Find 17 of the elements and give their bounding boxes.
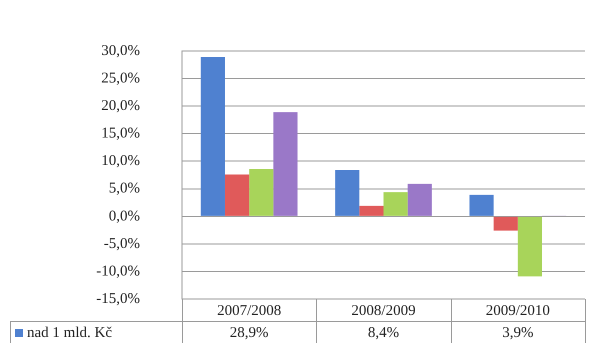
y-tick-label: -5,0% bbox=[104, 236, 140, 252]
x-tick-label: 2007/2008 bbox=[217, 302, 282, 319]
data-label: 8,4% bbox=[368, 324, 400, 341]
data-label: 3,9% bbox=[502, 324, 534, 341]
y-tick-label: 25,0% bbox=[101, 70, 140, 86]
y-tick-label: 10,0% bbox=[101, 153, 140, 170]
data-label: 28,9% bbox=[230, 324, 269, 341]
x-tick-label: 2009/2010 bbox=[486, 302, 550, 319]
y-tick-label: -15,0% bbox=[96, 290, 140, 307]
y-tick-label: 0,0% bbox=[108, 208, 140, 224]
y-tick-label: 30,0% bbox=[101, 42, 140, 59]
y-tick-label: 20,0% bbox=[101, 98, 140, 114]
y-tick-label: -10,0% bbox=[96, 263, 140, 280]
x-tick-label: 2008/2009 bbox=[351, 302, 416, 319]
y-tick-label: 15,0% bbox=[101, 126, 140, 142]
legend-label: nad 1 mld. Kč bbox=[27, 324, 112, 341]
y-tick-label: 5,0% bbox=[108, 180, 140, 197]
